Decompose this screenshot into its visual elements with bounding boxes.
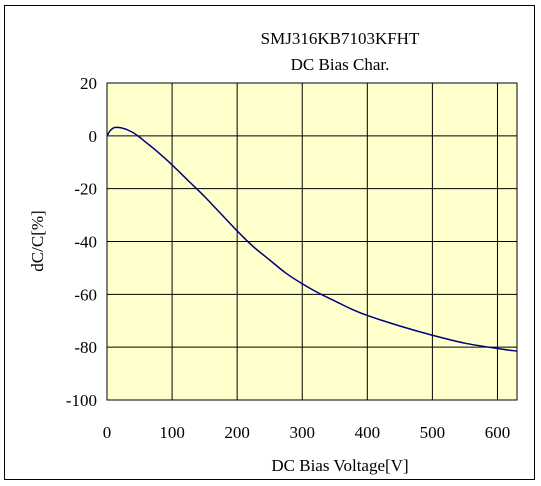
y-tick-label: -100 [66, 391, 97, 410]
y-tick-label: 20 [80, 74, 97, 93]
series-line [106, 126, 518, 352]
grid-lines [107, 83, 517, 400]
x-tick-label: 200 [224, 423, 250, 442]
y-axis-label: dC/C[%] [28, 210, 47, 271]
y-tick-label: -20 [74, 180, 97, 199]
x-tick-label: 600 [485, 423, 511, 442]
y-tick-label: 0 [89, 127, 98, 146]
y-tick-label: -80 [74, 338, 97, 357]
x-tick-label: 100 [159, 423, 185, 442]
y-tick-label: -60 [74, 285, 97, 304]
y-tick-label: -40 [74, 233, 97, 252]
x-tick-label: 400 [355, 423, 381, 442]
x-tick-label: 0 [103, 423, 112, 442]
chart-title-line2: DC Bias Char. [291, 55, 390, 74]
x-tick-label: 300 [289, 423, 315, 442]
chart-title-line1: SMJ316KB7103KFHT [261, 29, 420, 48]
x-axis-label: DC Bias Voltage[V] [271, 456, 408, 475]
x-tick-label: 500 [420, 423, 446, 442]
